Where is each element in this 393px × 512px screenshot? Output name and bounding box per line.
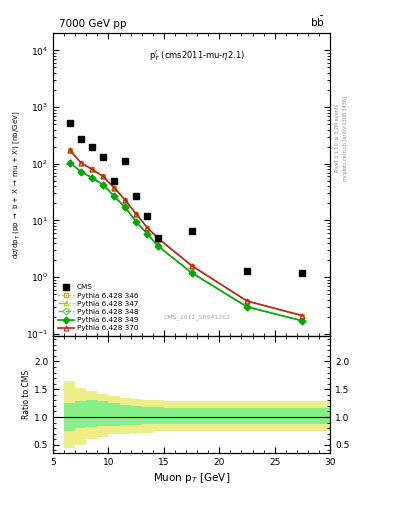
Pythia 6.428 346: [67, 147, 72, 153]
Text: b$\bar{\rm b}$: b$\bar{\rm b}$: [310, 15, 325, 29]
Pythia 6.428 349: [67, 160, 72, 166]
Legend: CMS, Pythia 6.428 346, Pythia 6.428 347, Pythia 6.428 348, Pythia 6.428 349, Pyt: CMS, Pythia 6.428 346, Pythia 6.428 347,…: [57, 283, 140, 333]
Pythia 6.428 370: [101, 173, 105, 179]
Pythia 6.428 370: [244, 298, 250, 304]
CMS: [123, 158, 127, 164]
Pythia 6.428 348: [78, 168, 83, 175]
Pythia 6.428 347: [67, 147, 72, 153]
Pythia 6.428 348: [300, 318, 305, 324]
Pythia 6.428 370: [112, 184, 116, 190]
Pythia 6.428 347: [90, 166, 94, 173]
Pythia 6.428 347: [145, 224, 150, 230]
Pythia 6.428 348: [90, 175, 94, 181]
Pythia 6.428 348: [156, 243, 161, 249]
Pythia 6.428 349: [145, 231, 150, 237]
Pythia 6.428 347: [244, 298, 250, 304]
Pythia 6.428 349: [189, 270, 194, 276]
CMS: [112, 178, 116, 184]
Pythia 6.428 346: [156, 236, 161, 242]
CMS: [134, 193, 139, 199]
Text: Rivet 3.1.10, ≥ 3.2M events: Rivet 3.1.10, ≥ 3.2M events: [335, 104, 340, 173]
Pythia 6.428 370: [189, 263, 194, 269]
Line: Pythia 6.428 370: Pythia 6.428 370: [67, 147, 305, 318]
Pythia 6.428 349: [123, 204, 127, 210]
Pythia 6.428 346: [145, 224, 150, 230]
Pythia 6.428 348: [101, 181, 105, 187]
Pythia 6.428 370: [300, 312, 305, 318]
Pythia 6.428 348: [134, 219, 139, 225]
Text: p$^{l}_{T}$ (cms2011-mu-$\eta$2.1): p$^{l}_{T}$ (cms2011-mu-$\eta$2.1): [149, 49, 245, 63]
Pythia 6.428 349: [300, 318, 305, 324]
Pythia 6.428 346: [244, 298, 250, 304]
Pythia 6.428 348: [123, 204, 127, 210]
Line: Pythia 6.428 347: Pythia 6.428 347: [67, 147, 305, 318]
CMS: [78, 136, 83, 142]
Pythia 6.428 370: [67, 147, 72, 153]
X-axis label: Muon p$_{T}$ [GeV]: Muon p$_{T}$ [GeV]: [153, 471, 230, 485]
Pythia 6.428 346: [112, 184, 116, 190]
Pythia 6.428 349: [78, 168, 83, 175]
Pythia 6.428 346: [101, 173, 105, 179]
Pythia 6.428 347: [156, 236, 161, 242]
Pythia 6.428 348: [67, 160, 72, 166]
Pythia 6.428 370: [156, 236, 161, 242]
Pythia 6.428 346: [300, 312, 305, 318]
Pythia 6.428 349: [90, 175, 94, 181]
CMS: [145, 213, 150, 219]
Line: CMS: CMS: [66, 120, 305, 276]
Pythia 6.428 348: [112, 193, 116, 199]
Pythia 6.428 346: [189, 263, 194, 269]
Pythia 6.428 349: [112, 193, 116, 199]
Pythia 6.428 347: [101, 173, 105, 179]
Line: Pythia 6.428 349: Pythia 6.428 349: [67, 160, 305, 323]
Pythia 6.428 347: [112, 184, 116, 190]
Text: mcplots.cern.ch [arXiv:1306.3436]: mcplots.cern.ch [arXiv:1306.3436]: [343, 96, 348, 181]
CMS: [101, 154, 105, 160]
Pythia 6.428 349: [244, 304, 250, 310]
CMS: [300, 270, 305, 276]
Pythia 6.428 346: [134, 211, 139, 217]
Text: 7000 GeV pp: 7000 GeV pp: [59, 19, 126, 29]
Pythia 6.428 346: [90, 166, 94, 173]
Pythia 6.428 370: [90, 166, 94, 173]
Pythia 6.428 348: [189, 270, 194, 276]
Pythia 6.428 346: [123, 197, 127, 203]
Pythia 6.428 347: [300, 312, 305, 318]
Pythia 6.428 370: [123, 197, 127, 203]
Pythia 6.428 347: [134, 211, 139, 217]
Pythia 6.428 349: [156, 243, 161, 249]
Pythia 6.428 347: [189, 263, 194, 269]
Line: Pythia 6.428 348: Pythia 6.428 348: [67, 160, 305, 323]
CMS: [67, 120, 72, 126]
Pythia 6.428 346: [78, 160, 83, 166]
CMS: [189, 228, 194, 234]
Pythia 6.428 348: [244, 304, 250, 310]
Y-axis label: Ratio to CMS: Ratio to CMS: [22, 370, 31, 419]
CMS: [156, 234, 161, 241]
Pythia 6.428 347: [123, 197, 127, 203]
Text: CMS_2011_S8941262: CMS_2011_S8941262: [163, 314, 231, 320]
CMS: [244, 268, 250, 274]
Pythia 6.428 349: [101, 181, 105, 187]
CMS: [90, 144, 94, 150]
Pythia 6.428 370: [134, 211, 139, 217]
Y-axis label: d$\sigma$/dp$_{T}$ (pp $\rightarrow$ b + X $\rightarrow$ mu + X$^{\prime}$) [nb/: d$\sigma$/dp$_{T}$ (pp $\rightarrow$ b +…: [12, 111, 23, 259]
Pythia 6.428 347: [78, 160, 83, 166]
Pythia 6.428 349: [134, 219, 139, 225]
Pythia 6.428 370: [145, 224, 150, 230]
Line: Pythia 6.428 346: Pythia 6.428 346: [67, 147, 305, 318]
Pythia 6.428 348: [145, 231, 150, 237]
Pythia 6.428 370: [78, 160, 83, 166]
